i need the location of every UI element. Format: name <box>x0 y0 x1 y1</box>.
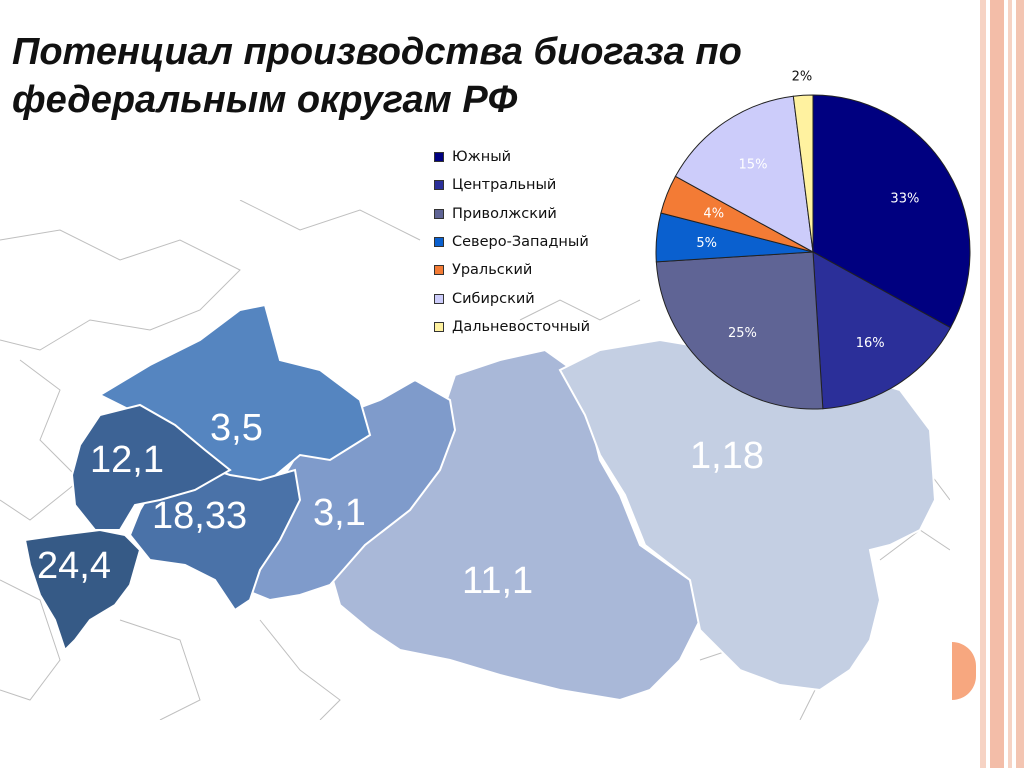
legend-swatch <box>434 321 444 332</box>
region-value-central: 12,1 <box>90 439 164 481</box>
legend-item-0: Южный <box>434 143 634 171</box>
decorative-tab <box>952 642 976 700</box>
legend-item-4: Уральский <box>434 256 634 284</box>
pie-label-5: 15% <box>739 158 768 173</box>
legend-swatch <box>434 265 444 276</box>
legend-label: Уральский <box>452 262 533 279</box>
pie-slice-0 <box>812 94 971 329</box>
region-value-ural: 3,1 <box>313 492 366 534</box>
legend-swatch <box>434 293 444 304</box>
legend-item-6: Дальневосточный <box>434 313 634 341</box>
region-value-northwestern: 3,5 <box>210 407 263 449</box>
decorative-stripes <box>980 0 1024 768</box>
pie-slice-5 <box>674 95 814 253</box>
pie-slice-6 <box>792 94 814 253</box>
legend-label: Сибирский <box>452 290 535 307</box>
russia-map: 24,4 12,1 18,33 3,5 3,1 11,1 1,18 <box>0 200 950 720</box>
pie-label-0: 33% <box>890 192 919 207</box>
pie-label-1: 16% <box>856 336 885 351</box>
pie-label-6: 2% <box>792 69 813 84</box>
legend-item-5: Сибирский <box>434 284 634 312</box>
region-central <box>70 403 232 531</box>
legend-label: Приволжский <box>452 205 557 222</box>
slide-title: Потенциал производства биогаза по федера… <box>12 31 742 121</box>
legend-item-2: Приволжский <box>434 200 634 228</box>
legend-label: Южный <box>452 149 512 166</box>
pie-label-4: 4% <box>703 207 724 222</box>
region-value-siberian: 11,1 <box>462 560 533 602</box>
region-southern <box>23 528 142 652</box>
legend-item-3: Северо-Западный <box>434 228 634 256</box>
legend-item-1: Центральный <box>434 171 634 199</box>
pie-chart: 33% 16% 25% 5% 4% 15% 2% <box>655 69 971 410</box>
legend-swatch <box>434 152 444 163</box>
legend-label: Дальневосточный <box>452 318 591 335</box>
legend-swatch <box>434 180 444 191</box>
region-value-volga: 18,33 <box>152 495 247 537</box>
legend-label: Северо-Западный <box>452 234 589 251</box>
legend-label: Центральный <box>452 177 557 194</box>
pie-legend: Южный Центральный Приволжский Северо-Западн… <box>434 143 634 341</box>
region-value-far-eastern: 1,18 <box>690 435 764 477</box>
legend-swatch <box>434 237 444 248</box>
pie-label-2: 25% <box>728 326 757 341</box>
legend-swatch <box>434 208 444 219</box>
pie-slice-1 <box>812 251 952 410</box>
region-volga <box>128 463 302 612</box>
pie-slice-2 <box>655 251 824 410</box>
region-value-southern: 24,4 <box>37 545 111 587</box>
pie-label-3: 5% <box>696 236 717 251</box>
